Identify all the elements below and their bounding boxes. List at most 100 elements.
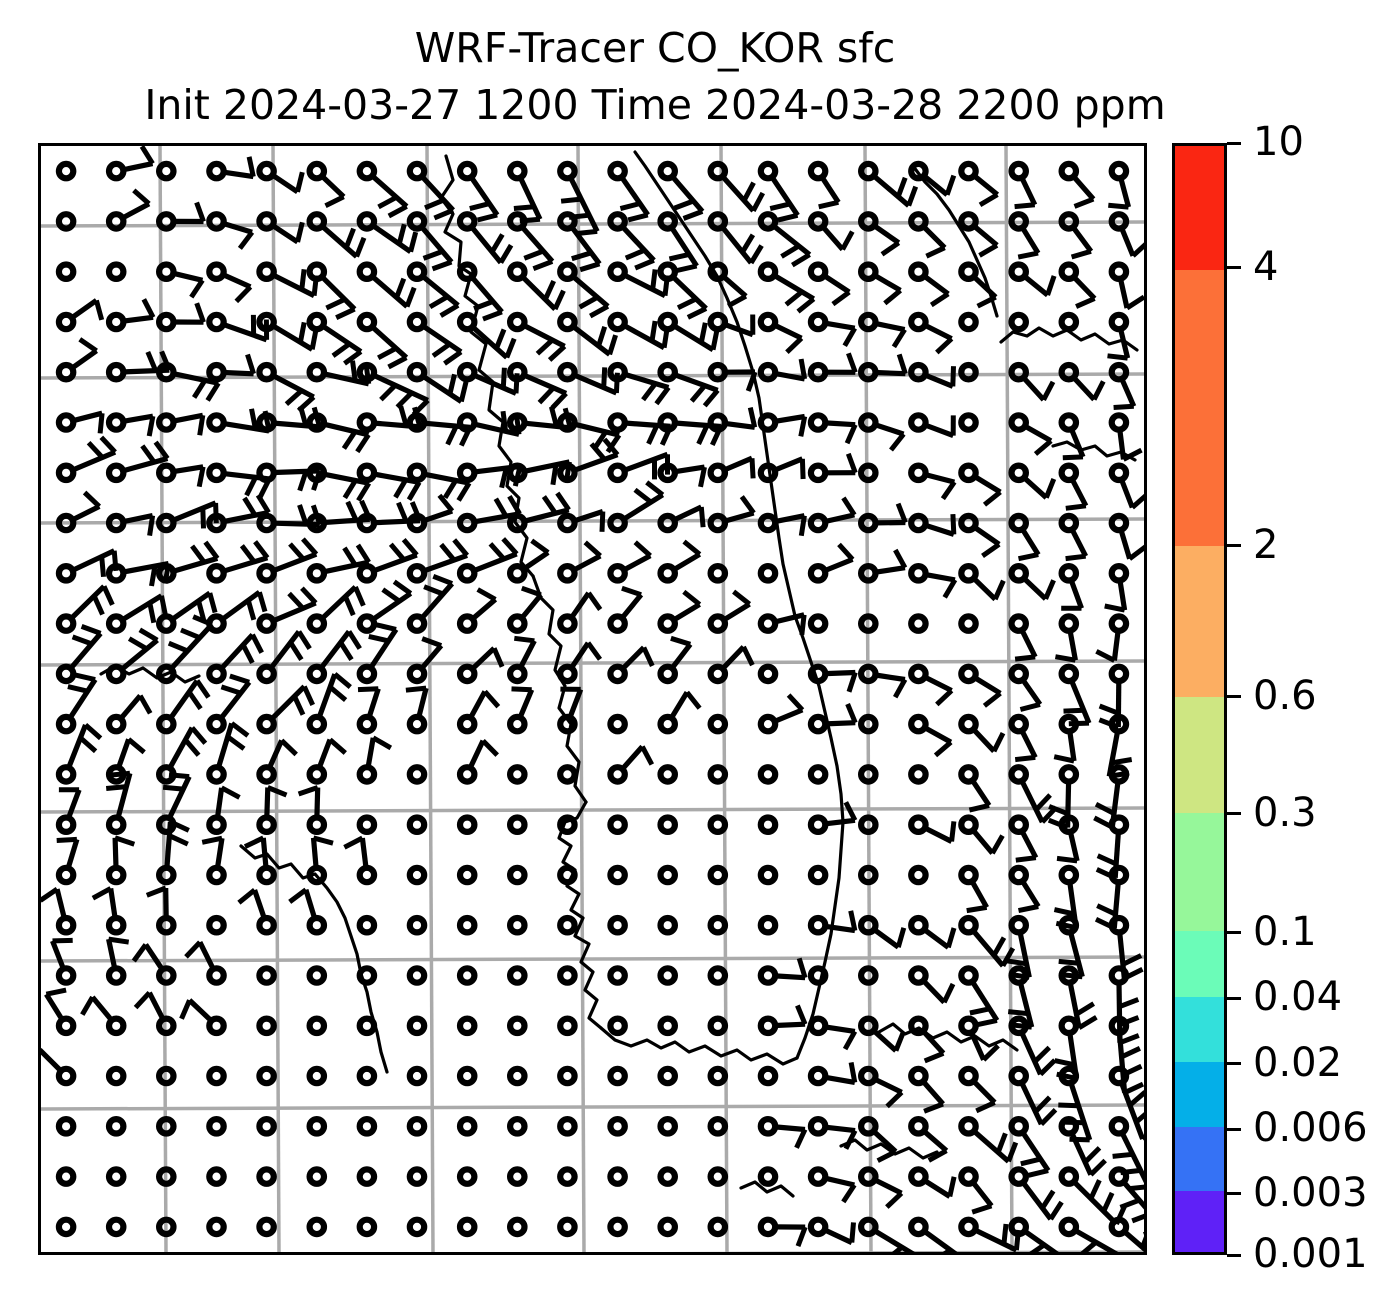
wind-barb [1107,311,1131,361]
map-content [41,146,1144,1252]
wind-barb [908,764,929,785]
wind-barb [406,764,428,785]
wind-barb [206,156,256,182]
colorbar-tick-mark [1227,141,1241,145]
wind-barb [406,864,428,886]
colorbar-tick-label: 0.003 [1253,1169,1368,1216]
wind-barb-layer [41,146,1144,1252]
wind-barb [657,690,702,735]
wind-barb [156,1115,177,1137]
wind-barb [908,1115,949,1163]
wind-barb [807,1216,856,1245]
wind-barb [456,914,478,936]
wind-barb [306,543,371,584]
wind-barb [707,361,758,392]
wind-barb [1058,462,1089,511]
wind-barb [807,542,855,584]
wind-barb [256,1166,277,1187]
wind-barb [857,1216,915,1252]
wind-barb [958,562,1006,602]
wind-barb [156,302,206,333]
wind-barb [456,211,514,265]
wind-barb [243,835,277,886]
wind-barb [1058,361,1106,402]
wind-barb [356,537,419,584]
wind-barb [156,1216,177,1238]
wind-barb [557,160,600,236]
wind-barb [306,1015,328,1037]
wind-barb [757,160,800,223]
colorbar-tick-mark [1227,931,1241,935]
colorbar-tick-label: 0.6 [1253,672,1317,719]
wind-barb [201,835,227,886]
wind-barb [557,814,578,835]
wind-barb [156,590,218,634]
wind-barb [256,261,319,299]
wind-barb [256,1216,277,1238]
colorbar-tick-label: 2 [1253,521,1279,568]
colorbar-tick-mark [1227,1253,1241,1257]
wind-barb [657,1115,678,1137]
wind-barb [958,211,999,258]
wind-barb [256,1015,277,1037]
wind-barb [807,613,829,634]
wind-barb [406,573,455,634]
wind-barb [557,686,584,735]
wind-barb [657,160,705,221]
wind-barb [306,1216,328,1238]
wind-barb [707,562,729,584]
wind-barb [105,770,133,835]
wind-barb [156,614,214,685]
wind-barb [857,462,879,484]
wind-barb [456,1015,478,1037]
wind-barb [908,160,957,197]
wind-barb [1058,512,1089,562]
wind-barb [44,987,77,1037]
map-plot-area[interactable] [38,143,1147,1255]
wind-barb [356,914,378,936]
wind-barb [1104,562,1130,613]
wind-barb [707,965,729,986]
wind-barb [807,1015,858,1051]
wind-barb [807,261,851,307]
wind-barb [857,502,908,534]
wind-barb [757,1216,808,1247]
wind-barb [406,261,460,318]
wind-barb [1008,462,1057,500]
wind-barb [131,943,177,986]
wind-barb [256,1115,277,1137]
colorbar-band-0 [1175,146,1224,272]
wind-barb [456,587,498,634]
wind-barb [55,584,115,634]
colorbar-tick-mark [1227,544,1241,548]
wind-barb [356,211,419,254]
wind-barb [557,1065,578,1087]
wind-barb [206,673,252,735]
wind-barb [105,936,130,986]
colorbar[interactable] [1172,143,1227,1255]
wind-barb [1008,1166,1064,1221]
wind-barb [506,864,528,886]
wind-barb [607,713,628,735]
wind-barb [256,160,305,195]
wind-barb [306,160,346,208]
wind-barb [506,686,535,735]
wind-barb [1008,764,1059,824]
wind-barb [506,1115,528,1137]
wind-barb [55,1216,77,1238]
wind-barb [557,914,578,936]
wind-barb [757,914,779,936]
wind-barb [456,537,519,584]
wind-barb [1108,1065,1144,1141]
wind-barb [1008,562,1056,601]
wind-barb [807,160,841,210]
wind-barb [908,412,956,439]
wind-barb [306,261,357,320]
wind-barb [145,885,177,936]
wind-barb [55,723,103,785]
wind-barb [958,864,989,914]
wind-barb [456,1166,478,1187]
wind-barb [456,864,478,886]
wind-barb [105,1115,127,1137]
wind-barb [958,462,1002,507]
